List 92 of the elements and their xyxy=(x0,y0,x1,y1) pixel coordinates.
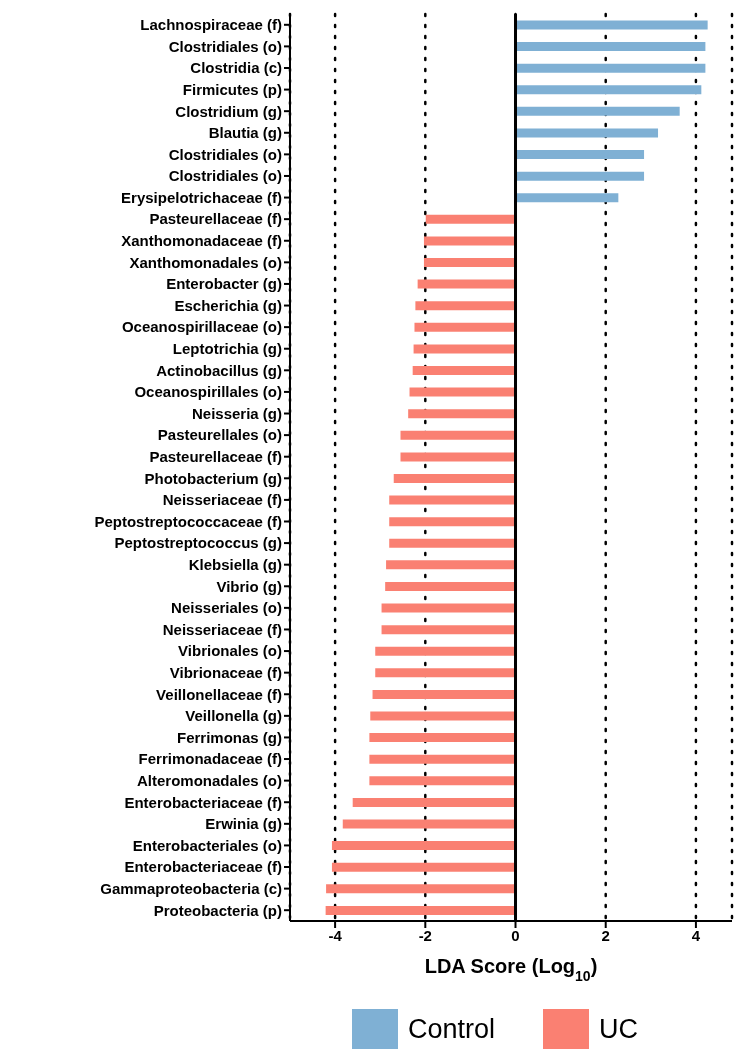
y-tick-label: Actinobacillus (g) xyxy=(156,361,282,379)
y-tick-label: Ferrimonadaceae (f) xyxy=(138,750,282,768)
y-tick-label: Clostridium (g) xyxy=(175,102,282,120)
bar xyxy=(409,387,516,397)
y-tick-label: Erwinia (g) xyxy=(205,815,282,833)
y-tick-label: Oceanospirillaceae (o) xyxy=(121,318,282,336)
y-tick-label: Enterobacter (g) xyxy=(166,275,282,293)
bar xyxy=(515,20,708,30)
x-axis-title: LDA Score (Log$_{10}$) xyxy=(424,955,598,984)
bar xyxy=(375,668,516,678)
bar xyxy=(370,711,516,721)
bar xyxy=(413,344,516,354)
y-tick-label: Neisseriales (o) xyxy=(171,599,282,617)
y-tick-label: Klebsiella (g) xyxy=(188,556,282,573)
bar xyxy=(423,236,516,246)
x-tick-label: 2 xyxy=(601,926,610,944)
y-tick-label: Vibrio (g) xyxy=(216,577,282,595)
bar xyxy=(515,42,706,52)
y-tick-label: Pasteurellaceae (f) xyxy=(149,448,282,466)
bar xyxy=(425,214,516,224)
bar xyxy=(515,128,659,138)
bar xyxy=(515,193,619,203)
bar xyxy=(515,171,645,181)
bar xyxy=(515,150,645,160)
x-tick-label: -2 xyxy=(418,926,432,944)
bar xyxy=(389,495,516,505)
y-tick-label: Proteobacteria (p) xyxy=(153,901,282,919)
bar xyxy=(381,603,516,613)
y-tick-label: Lachnospiraceae (f) xyxy=(140,16,282,34)
y-tick-label: Oceanospirillales (o) xyxy=(134,383,282,401)
bar xyxy=(414,322,516,332)
y-tick-label: Enterobacteriales (o) xyxy=(132,836,282,854)
bar xyxy=(408,409,516,419)
x-tick-label: 4 xyxy=(691,926,701,944)
y-tick-label: Leptotrichia (g) xyxy=(172,340,282,358)
y-tick-label: Clostridiales (o) xyxy=(168,37,282,55)
bar xyxy=(400,452,516,462)
y-tick-label: Enterobacteriaceae (f) xyxy=(124,858,282,876)
y-tick-label: Gammaproteobacteria (c) xyxy=(100,879,282,897)
bar xyxy=(389,538,516,548)
bar xyxy=(385,581,516,591)
legend-label: UC xyxy=(599,1013,639,1045)
bar xyxy=(515,106,680,116)
y-tick-label: Pasteurellaceae (f) xyxy=(149,210,282,228)
bar xyxy=(369,776,516,786)
bar xyxy=(389,517,516,527)
y-tick-label: Neisseriaceae (f) xyxy=(162,491,282,509)
y-tick-label: Peptostreptococcus (g) xyxy=(114,534,282,552)
bar xyxy=(369,733,516,743)
y-tick-label: Clostridiales (o) xyxy=(168,167,282,185)
y-tick-label: Escherichia (g) xyxy=(174,296,282,314)
x-tick-label: 0 xyxy=(511,926,520,944)
y-tick-label: Veillonella (g) xyxy=(185,707,282,725)
bar xyxy=(386,560,516,570)
y-tick-label: Erysipelotrichaceae (f) xyxy=(121,188,282,206)
bar xyxy=(393,473,516,483)
y-tick-label: Alteromonadales (o) xyxy=(136,771,282,789)
y-tick-label: Xanthomonadaceae (f) xyxy=(121,232,282,250)
bar xyxy=(515,85,702,95)
legend-label: Control xyxy=(407,1013,496,1045)
bar xyxy=(400,430,516,440)
y-tick-label: Clostridiales (o) xyxy=(168,145,282,163)
bar xyxy=(342,819,516,829)
bar xyxy=(515,63,706,73)
bar xyxy=(369,754,516,764)
y-tick-label: Neisseria (g) xyxy=(191,404,282,422)
bar xyxy=(326,884,516,894)
y-tick-label: Peptostreptococcaceae (f) xyxy=(94,512,282,530)
y-tick-label: Neisseriaceae (f) xyxy=(162,620,282,638)
bar xyxy=(331,841,516,851)
bar xyxy=(375,646,516,656)
y-tick-label: Veillonellaceae (f) xyxy=(156,685,282,703)
x-tick-label: -4 xyxy=(328,926,343,944)
y-tick-label: Ferrimonas (g) xyxy=(176,728,282,746)
bar xyxy=(352,797,516,807)
y-tick-label: Enterobacteriaceae (f) xyxy=(124,793,282,811)
bar xyxy=(372,689,516,699)
bar xyxy=(415,301,516,311)
y-tick-label: Firmicutes (p) xyxy=(182,80,282,98)
bar xyxy=(423,258,516,268)
y-tick-label: Blautia (g) xyxy=(208,124,282,142)
bar xyxy=(325,905,516,915)
bar xyxy=(381,625,516,635)
y-tick-label: Photobacterium (g) xyxy=(144,469,282,487)
y-tick-label: Clostridia (c) xyxy=(190,59,282,77)
y-tick-label: Pasteurellales (o) xyxy=(157,426,282,444)
bar xyxy=(412,366,516,375)
bar xyxy=(331,862,516,872)
y-tick-label: Vibrionaceae (f) xyxy=(169,663,282,681)
y-tick-label: Vibrionales (o) xyxy=(178,642,282,660)
y-tick-label: Xanthomonadales (o) xyxy=(129,253,282,271)
bar xyxy=(417,279,516,289)
